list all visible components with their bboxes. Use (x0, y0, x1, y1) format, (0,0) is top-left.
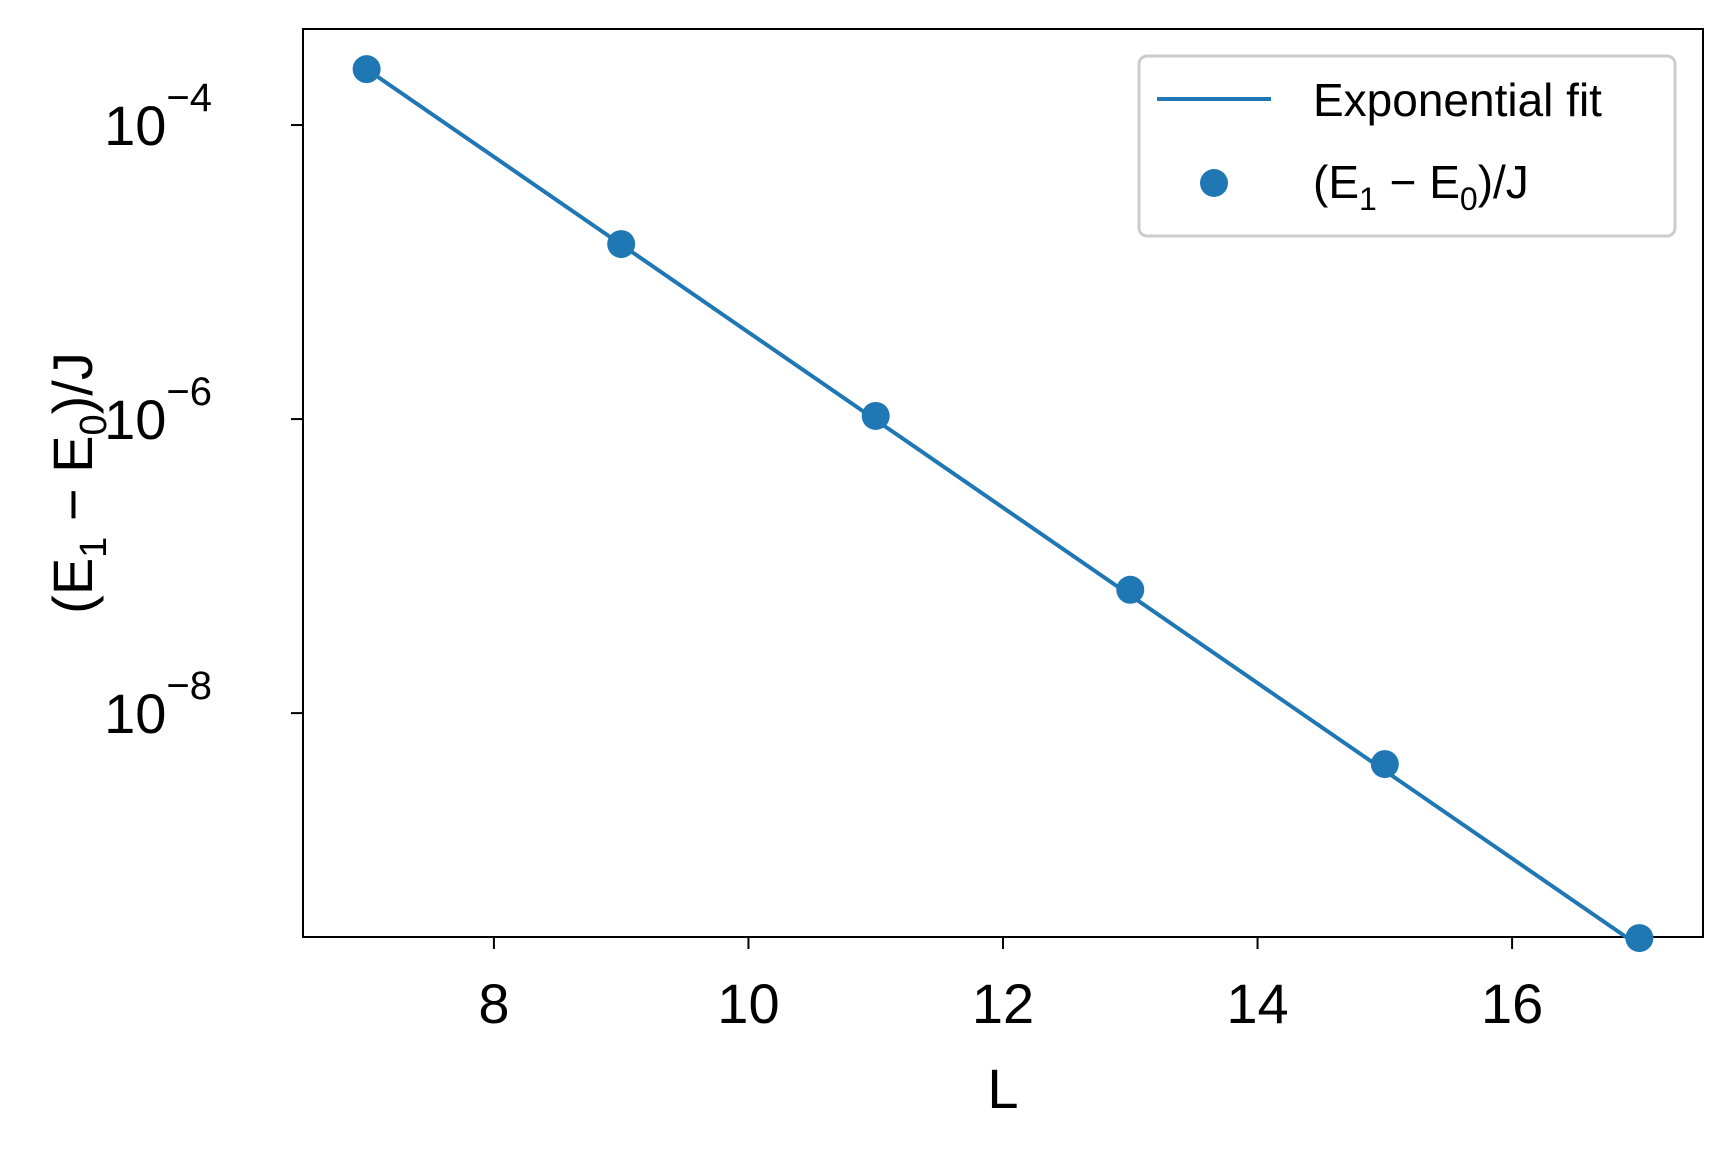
legend-marker-swatch (1200, 169, 1228, 197)
legend: Exponential fit (E1 − E0)/J (1137, 54, 1677, 238)
series-line-fit (365, 67, 1641, 948)
x-tick-label: 12 (972, 972, 1034, 1035)
data-point (607, 230, 636, 259)
x-axis: 8 10 12 14 16 (478, 937, 1543, 1035)
legend-label-data: (E1 − E0)/J (1313, 156, 1529, 217)
y-axis-title-open: (E (41, 558, 104, 614)
x-axis-title: L (987, 1057, 1018, 1120)
y-axis-title: (E1 − E0)/J (41, 352, 115, 614)
legend-label-mid: − E (1377, 156, 1460, 208)
data-point (1116, 575, 1145, 604)
legend-label-close: )/J (1478, 156, 1529, 208)
y-axis-title-mid: − E (41, 436, 104, 537)
legend-label-open: (E (1313, 156, 1359, 208)
y-axis-title-sub1: 1 (73, 537, 115, 558)
x-tick-label: 14 (1226, 972, 1288, 1035)
data-point (1370, 750, 1399, 779)
legend-frame (1137, 54, 1677, 238)
x-tick-label: 10 (717, 972, 779, 1035)
data-point (1625, 924, 1654, 953)
legend-label-fit: Exponential fit (1313, 74, 1602, 126)
x-tick-label: 8 (478, 972, 509, 1035)
y-tick-label: 10−8 (104, 664, 212, 745)
y-tick-label: 10−6 (104, 370, 212, 451)
y-axis-title-close: )/J (41, 352, 104, 414)
y-axis-title-sub2: 0 (73, 414, 115, 435)
series-layer (352, 55, 1654, 953)
x-tick-label: 16 (1481, 972, 1543, 1035)
data-point (352, 55, 381, 84)
legend-label-sub1: 1 (1359, 181, 1377, 217)
data-point (861, 401, 890, 430)
y-tick-label: 10−4 (104, 76, 212, 157)
y-axis: 10−4 10−6 10−8 (104, 76, 303, 745)
legend-label-sub2: 0 (1460, 181, 1478, 217)
